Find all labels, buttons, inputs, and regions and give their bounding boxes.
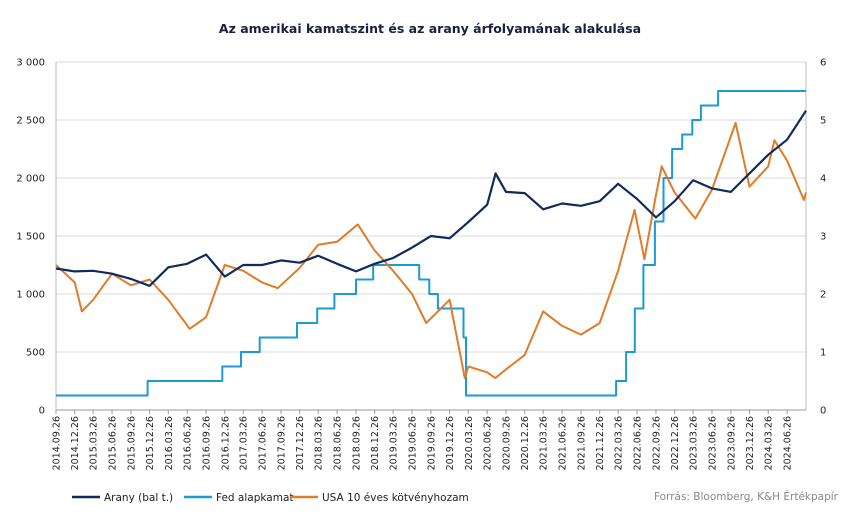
x-tick-label: 2016.03.26: [164, 416, 175, 470]
x-tick-label: 2017.12.26: [295, 416, 306, 470]
y-left-tick-label: 500: [26, 348, 45, 359]
x-tick-label: 2018.09.26: [351, 416, 362, 470]
gold-line: [55, 110, 807, 287]
x-tick-label: 2019.06.26: [408, 416, 419, 470]
y-right-tick-label: 2: [820, 290, 826, 301]
x-tick-label: 2020.12.26: [520, 416, 531, 470]
y-right-tick-label: 4: [820, 174, 826, 185]
x-tick-label: 2022.09.26: [651, 416, 662, 470]
y-left-tick-label: 1 500: [16, 232, 45, 243]
x-tick-label: 2023.12.26: [745, 416, 756, 470]
x-tick-label: 2020.09.26: [502, 416, 513, 470]
x-tick-label: 2019.03.26: [389, 416, 400, 470]
series-lines: [55, 90, 807, 397]
y-axis-left-ticks: 0 500 1 000 1 500 2 000 2 500 3 000: [16, 58, 45, 417]
x-tick-label: 2021.09.26: [576, 416, 587, 470]
x-tick-label: 2018.03.26: [314, 416, 325, 470]
x-tick-label: 2021.12.26: [595, 416, 606, 470]
x-tick-label: 2019.09.26: [426, 416, 437, 470]
legend-label: Arany (bal t.): [104, 492, 173, 504]
x-tick-label: 2016.12.26: [220, 416, 231, 470]
x-tick-label: 2016.09.26: [202, 416, 213, 470]
gridlines: [56, 61, 806, 353]
fed-rate-line: [56, 90, 806, 397]
x-tick-label: 2017.09.26: [277, 416, 288, 470]
x-tick-label: 2022.12.26: [670, 416, 681, 470]
x-tick-label: 2020.06.26: [483, 416, 494, 470]
x-tick-label: 2014.12.26: [70, 416, 81, 470]
y-left-tick-label: 3 000: [16, 58, 45, 69]
x-tick-label: 2024.06.26: [783, 416, 794, 470]
x-tick-label: 2023.03.26: [689, 416, 700, 470]
x-tick-label: 2020.03.26: [464, 416, 475, 470]
x-tick-label: 2014.09.26: [52, 416, 63, 470]
y-left-tick-label: 0: [39, 406, 45, 417]
y-right-tick-label: 5: [820, 116, 826, 127]
legend-label: USA 10 éves kötvényhozam: [322, 492, 469, 504]
y-right-tick-label: 3: [820, 232, 826, 243]
x-tick-label: 2023.09.26: [726, 416, 737, 470]
source-note: Forrás: Bloomberg, K&H Értékpapír: [654, 490, 839, 503]
x-tick-label: 2015.12.26: [145, 416, 156, 470]
x-tick-label: 2022.06.26: [633, 416, 644, 470]
y-left-tick-label: 2 500: [16, 116, 45, 127]
y-right-tick-label: 0: [820, 406, 826, 417]
legend-label: Fed alapkamat: [216, 492, 294, 504]
x-tick-label: 2021.03.26: [539, 416, 550, 470]
bond-yield-line: [55, 121, 807, 380]
x-tick-label: 2015.03.26: [89, 416, 100, 470]
x-tick-label: 2015.09.26: [126, 416, 137, 470]
y-left-tick-label: 1 000: [16, 290, 45, 301]
legend: Arany (bal t.) Fed alapkamat USA 10 éves k…: [72, 492, 469, 504]
x-axis-ticks: 2014.09.26 2014.12.26 2015.03.26 2015.06.26…: [52, 410, 794, 470]
x-tick-label: 2023.06.26: [707, 416, 718, 470]
x-tick-label: 2015.06.26: [108, 416, 119, 470]
chart-title: Az amerikai kamatszint és az arany árfol…: [219, 21, 641, 36]
x-tick-label: 2017.03.26: [239, 416, 250, 470]
x-tick-label: 2017.06.26: [258, 416, 269, 470]
x-tick-label: 2018.12.26: [370, 416, 381, 470]
x-tick-label: 2018.06.26: [333, 416, 344, 470]
x-tick-label: 2024.03.26: [764, 416, 775, 470]
x-tick-label: 2022.03.26: [614, 416, 625, 470]
y-left-tick-label: 2 000: [16, 174, 45, 185]
y-right-tick-label: 1: [820, 348, 826, 359]
x-tick-label: 2021.06.26: [558, 416, 569, 470]
y-right-tick-label: 6: [820, 58, 826, 69]
x-tick-label: 2019.12.26: [445, 416, 456, 470]
y-axis-right-ticks: 0 1 2 3 4 5 6: [820, 58, 826, 417]
x-tick-label: 2016.06.26: [183, 416, 194, 470]
